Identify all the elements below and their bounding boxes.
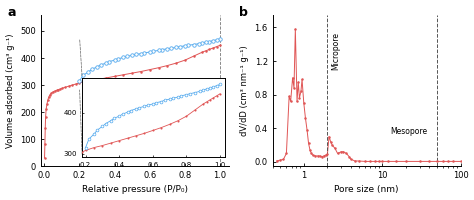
Text: Mesopore: Mesopore — [390, 127, 427, 136]
Y-axis label: Volume adsorbed (cm³ g⁻¹): Volume adsorbed (cm³ g⁻¹) — [6, 33, 15, 148]
Text: b: b — [239, 6, 247, 19]
X-axis label: Relative pressure (P/P₀): Relative pressure (P/P₀) — [82, 185, 188, 194]
Text: Micropore: Micropore — [331, 32, 340, 70]
Y-axis label: dV/dD (cm³ nm⁻¹ g⁻¹): dV/dD (cm³ nm⁻¹ g⁻¹) — [240, 45, 249, 136]
Text: a: a — [7, 6, 16, 19]
X-axis label: Pore size (nm): Pore size (nm) — [334, 185, 399, 194]
